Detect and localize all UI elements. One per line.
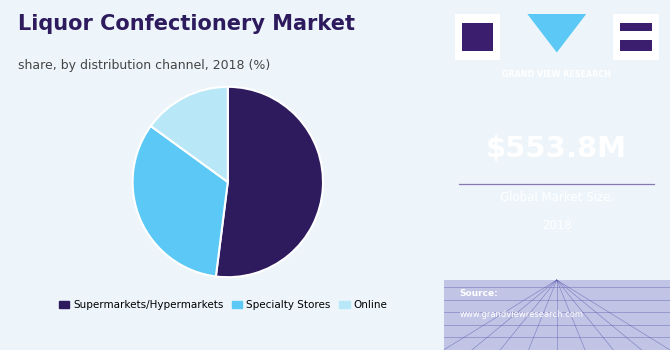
Text: Global Market Size,: Global Market Size, [500,191,614,204]
Bar [444,280,670,350]
Text: share, by distribution channel, 2018 (%): share, by distribution channel, 2018 (%) [17,60,270,72]
Legend: Supermarkets/Hypermarkets, Specialty Stores, Online: Supermarkets/Hypermarkets, Specialty Sto… [58,300,387,310]
Wedge shape [151,87,228,182]
Text: Source:: Source: [460,289,498,298]
Text: 2018: 2018 [542,219,572,232]
Bar [462,23,493,51]
Text: GRAND VIEW RESEARCH: GRAND VIEW RESEARCH [502,70,611,79]
Wedge shape [133,126,228,276]
Polygon shape [527,14,586,52]
Text: Liquor Confectionery Market: Liquor Confectionery Market [17,14,354,34]
Bar [620,23,652,51]
Bar [455,14,500,60]
Text: www.grandviewresearch.com: www.grandviewresearch.com [460,310,584,319]
Text: $553.8M: $553.8M [486,135,627,163]
Wedge shape [216,87,323,277]
Bar [614,14,659,60]
Bar [620,32,652,40]
